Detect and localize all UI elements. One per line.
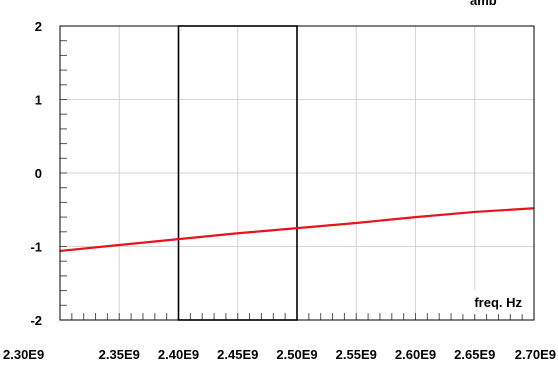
- x-tick-labels: 2.30E9 2.35E9 2.40E9 2.45E9 2.50E9 2.55E9 2.60…: [3, 347, 556, 362]
- y-tick-label: -1: [30, 240, 42, 255]
- y-tick-label: 1: [35, 93, 42, 108]
- x-tick-label: 2.50E9: [276, 347, 317, 362]
- x-label-background: [458, 290, 528, 314]
- header-fragment: amb: [470, 0, 497, 8]
- x-tick-label: 2.70E9: [515, 347, 556, 362]
- series-line: [59, 207, 535, 253]
- x-axis-label: freq. Hz: [474, 295, 522, 310]
- x-tick-label: 2.35E9: [99, 347, 140, 362]
- y-tick-labels: 2 1 0 -1 -2: [30, 19, 42, 328]
- x-tick-label: 2.45E9: [217, 347, 258, 362]
- y-tick-label: -2: [30, 313, 42, 328]
- y-tick-label: 2: [35, 19, 42, 34]
- x-tick-label: 2.60E9: [395, 347, 436, 362]
- x-tick-label: 2.40E9: [158, 347, 199, 362]
- chart-header: amb: [470, 0, 497, 8]
- y-tick-label: 0: [35, 166, 42, 181]
- series-group: [59, 207, 535, 253]
- plot-frame: [59, 25, 535, 321]
- x-tick-label: 2.55E9: [336, 347, 377, 362]
- x-tick-label: 2.65E9: [454, 347, 495, 362]
- x-tick-label: 2.30E9: [3, 347, 44, 362]
